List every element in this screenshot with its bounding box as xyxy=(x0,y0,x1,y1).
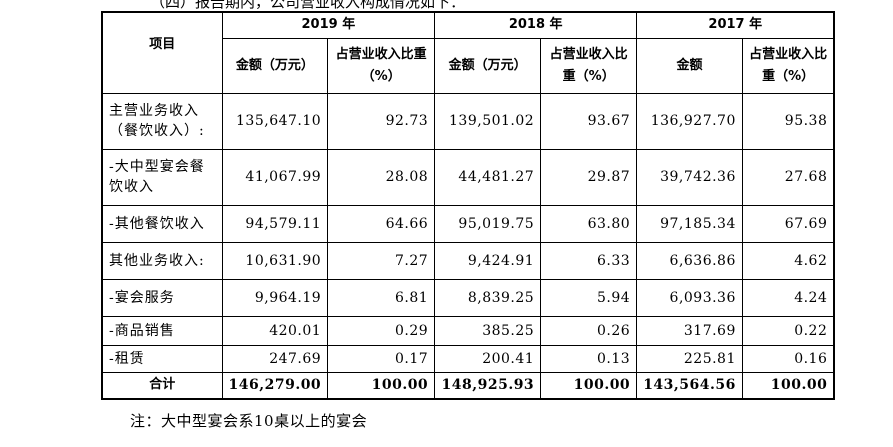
row-label: -商品销售 xyxy=(101,315,223,346)
total-value: 143,564.56 xyxy=(636,371,743,400)
ratio-header: 占营业收入比重（%） xyxy=(327,37,436,94)
cell-value: 0.22 xyxy=(741,315,835,346)
cell-value: 39,742.36 xyxy=(636,148,743,206)
cell-value: 8,839.25 xyxy=(434,278,542,317)
cell-value: 97,185.34 xyxy=(636,204,743,243)
total-label: 合计 xyxy=(101,371,223,400)
cell-value: 317.69 xyxy=(636,315,743,346)
cell-value: 41,067.99 xyxy=(221,148,329,206)
cell-value: 6,093.36 xyxy=(636,278,743,317)
cell-value: 10,631.90 xyxy=(221,241,329,280)
cell-value: 225.81 xyxy=(636,344,743,373)
row-label: -租赁 xyxy=(101,344,223,373)
cell-value: 5.94 xyxy=(540,278,638,317)
table-row: -商品销售 420.01 0.29 385.25 0.26 317.69 0.2… xyxy=(101,315,835,346)
total-value: 100.00 xyxy=(327,371,436,400)
cell-value: 135,647.10 xyxy=(221,92,329,150)
cell-value: 385.25 xyxy=(434,315,542,346)
cell-value: 63.80 xyxy=(540,204,638,243)
year-header: 2017 年 xyxy=(636,11,835,39)
row-label: 其他业务收入: xyxy=(101,241,223,280)
cell-value: 0.26 xyxy=(540,315,638,346)
intro-text-partial: （四）报告期内，公司营业收入构成情况如下： xyxy=(150,0,466,11)
table-row: 其他业务收入: 10,631.90 7.27 9,424.91 6.33 6,6… xyxy=(101,241,835,280)
table-footnote: 注：大中型宴会系10桌以上的宴会 xyxy=(130,412,368,430)
cell-value: 67.69 xyxy=(741,204,835,243)
cell-value: 6.33 xyxy=(540,241,638,280)
row-label: 主营业务收入（餐饮收入）: xyxy=(101,92,223,150)
row-label: -其他餐饮收入 xyxy=(101,204,223,243)
table-row: -租赁 247.69 0.17 200.41 0.13 225.81 0.16 xyxy=(101,344,835,373)
cell-value: 139,501.02 xyxy=(434,92,542,150)
row-label: -大中型宴会餐饮收入 xyxy=(101,148,223,206)
cell-value: 136,927.70 xyxy=(636,92,743,150)
cell-value: 95,019.75 xyxy=(434,204,542,243)
table-row: -其他餐饮收入 94,579.11 64.66 95,019.75 63.80 … xyxy=(101,204,835,243)
cell-value: 0.17 xyxy=(327,344,436,373)
cell-value: 95.38 xyxy=(741,92,835,150)
total-row: 合计 146,279.00 100.00 148,925.93 100.00 1… xyxy=(101,371,835,400)
row-label: -宴会服务 xyxy=(101,278,223,317)
year-header: 2019 年 xyxy=(221,11,436,39)
cell-value: 6.81 xyxy=(327,278,436,317)
amount-header: 金额（万元） xyxy=(221,37,329,94)
cell-value: 0.13 xyxy=(540,344,638,373)
ratio-header: 占营业收入比重（%） xyxy=(741,37,835,94)
ratio-header: 占营业收入比重（%） xyxy=(540,37,638,94)
cell-value: 27.68 xyxy=(741,148,835,206)
cell-value: 4.62 xyxy=(741,241,835,280)
header-row-years: 项目 2019 年 2018 年 2017 年 xyxy=(101,11,835,94)
table-row: -宴会服务 9,964.19 6.81 8,839.25 5.94 6,093.… xyxy=(101,278,835,317)
cell-value: 0.29 xyxy=(327,315,436,346)
cell-value: 200.41 xyxy=(434,344,542,373)
cell-value: 9,964.19 xyxy=(221,278,329,317)
amount-header: 金额（万元） xyxy=(434,37,542,94)
total-value: 146,279.00 xyxy=(221,371,329,400)
cell-value: 7.27 xyxy=(327,241,436,280)
amount-header: 金额 xyxy=(636,37,743,94)
cell-value: 28.08 xyxy=(327,148,436,206)
cell-value: 93.67 xyxy=(540,92,638,150)
table-row: 主营业务收入（餐饮收入）: 135,647.10 92.73 139,501.0… xyxy=(101,92,835,150)
total-value: 148,925.93 xyxy=(434,371,542,400)
cell-value: 4.24 xyxy=(741,278,835,317)
cell-value: 420.01 xyxy=(221,315,329,346)
cell-value: 0.16 xyxy=(741,344,835,373)
cell-value: 6,636.86 xyxy=(636,241,743,280)
header-row-subcolumns: 金额（万元） 占营业收入比重（%） 金额（万元） 占营业收入比重（%） 金额 占… xyxy=(102,37,835,94)
cell-value: 9,424.91 xyxy=(434,241,542,280)
revenue-composition-table: 项目 2019 年 2018 年 2017 年 金额（万元） 占营业收入比重（%… xyxy=(101,11,836,400)
year-header: 2018 年 xyxy=(434,11,638,39)
total-value: 100.00 xyxy=(741,371,835,400)
total-value: 100.00 xyxy=(540,371,638,400)
cell-value: 247.69 xyxy=(221,344,329,373)
cell-value: 29.87 xyxy=(540,148,638,206)
cell-value: 44,481.27 xyxy=(434,148,542,206)
cell-value: 92.73 xyxy=(327,92,436,150)
item-header: 项目 xyxy=(101,11,223,94)
cell-value: 64.66 xyxy=(327,204,436,243)
cell-value: 94,579.11 xyxy=(221,204,329,243)
table-row: -大中型宴会餐饮收入 41,067.99 28.08 44,481.27 29.… xyxy=(101,148,835,206)
